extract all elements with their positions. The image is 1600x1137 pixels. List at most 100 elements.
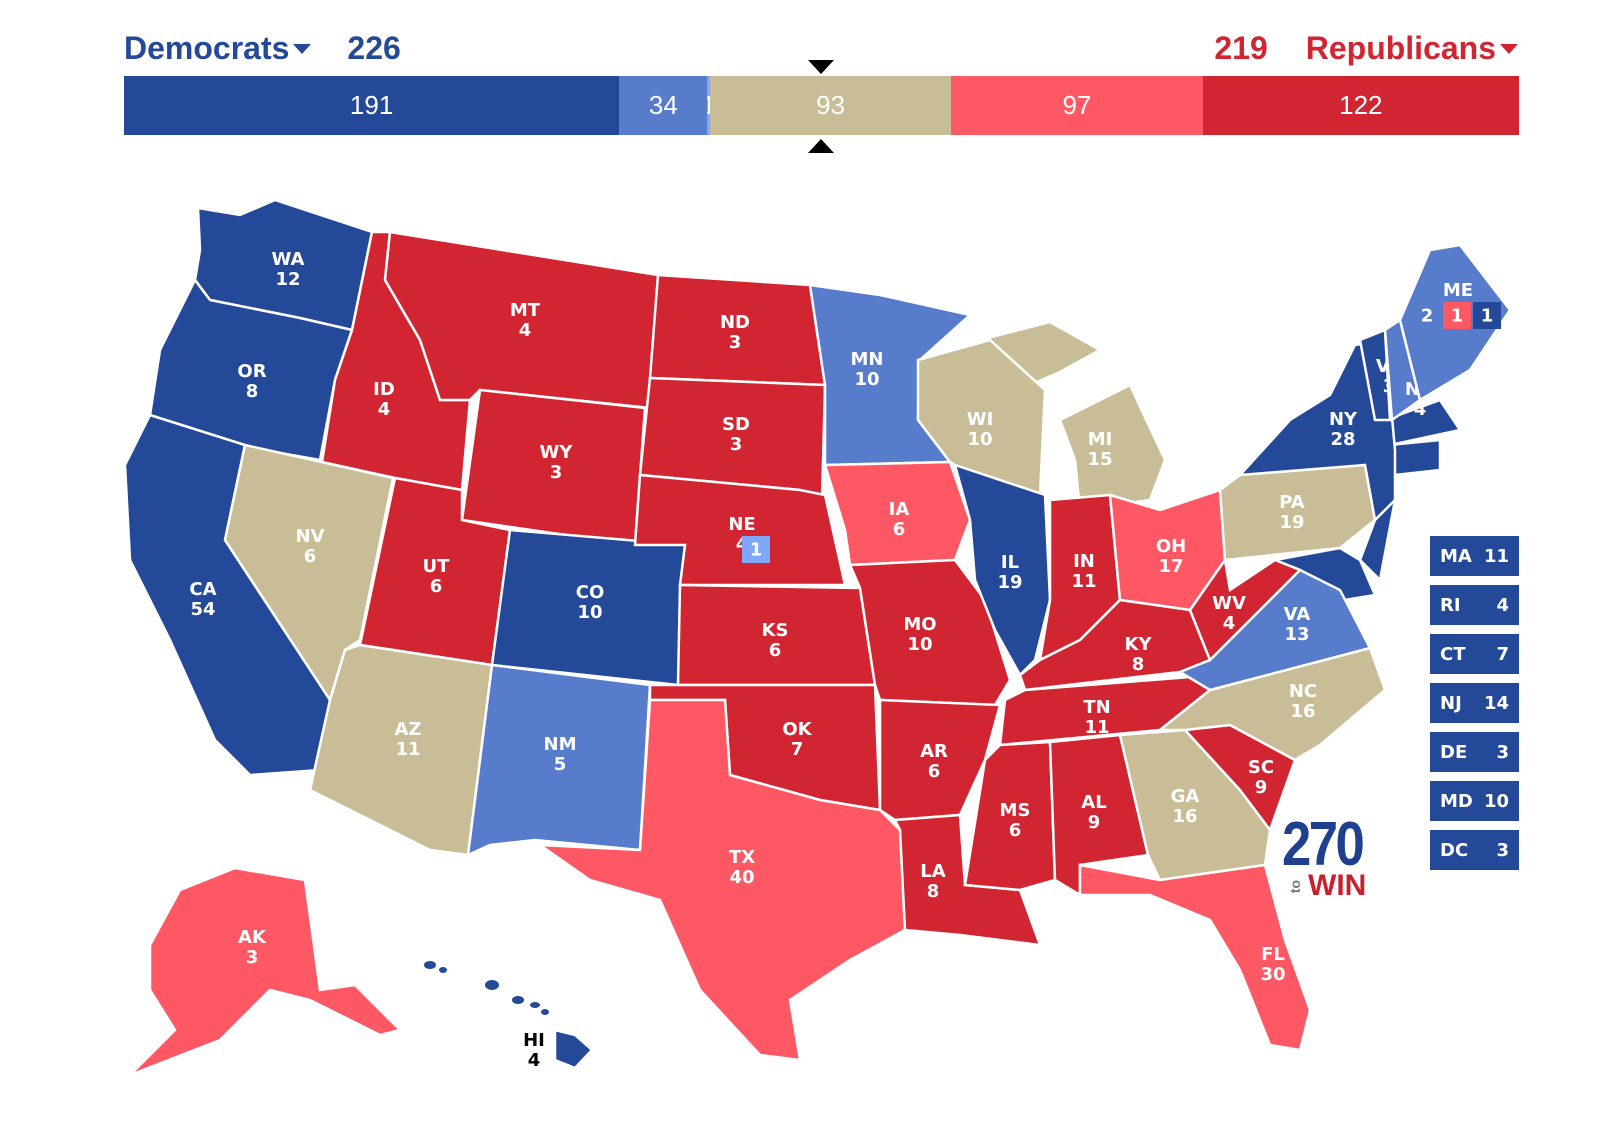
state-label-ut: UT 6 [423,556,451,597]
small-state-nj[interactable]: NJ 14 [1430,683,1519,723]
state-label-ok: OK 7 [782,719,812,760]
state-abbr: NM [544,734,577,755]
state-wv[interactable] [1188,556,1303,663]
me-district-2-label: 1 [1481,306,1494,327]
democrats-header: Democrats 226 [124,30,401,67]
small-state-ev: 4 [1496,594,1509,616]
state-label-ny: NY 28 [1329,409,1358,450]
state-ev: 4 [1223,613,1236,634]
state-abbr: SD [722,414,750,435]
state-ev: 4 [519,320,532,341]
state-label-nc: NC 16 [1289,681,1317,722]
state-ev: 19 [997,572,1022,593]
logo-win: WIN [1308,869,1367,902]
caret-down-icon [1500,43,1518,54]
state-label-sd: SD 3 [722,414,750,455]
state-ev: 15 [1087,449,1112,470]
state-abbr: IN [1073,551,1095,572]
270-marker-bottom-icon [808,139,834,153]
state-ev: 6 [1009,820,1022,841]
state-ev: 3 [729,332,742,353]
me-district-0[interactable] [1413,302,1441,329]
state-hi[interactable] [553,1028,594,1070]
270towin-logo: 270 to WIN [1282,810,1376,902]
state-label-me: ME [1443,280,1473,301]
state-label-la: LA 8 [920,861,945,902]
state-mi[interactable] [1058,383,1167,512]
republicans-header: 219 Republicans [1214,30,1518,67]
state-abbr: ID [373,379,395,400]
state-ct[interactable] [1388,438,1442,477]
democrats-dropdown[interactable]: Democrats [124,30,312,67]
state-abbr: WA [272,249,305,270]
state-ev: 28 [1330,429,1355,450]
state-label-ar: AR 6 [920,741,948,782]
state-ev: 11 [395,739,420,760]
state-ev: 3 [246,947,259,968]
small-state-dc[interactable]: DC 3 [1430,830,1519,870]
small-state-abbr: MD [1440,790,1473,812]
state-label-oh: OH 17 [1156,536,1186,577]
small-state-ev: 7 [1496,643,1509,665]
small-state-ct[interactable]: CT 7 [1430,634,1519,674]
state-label-ga: GA 16 [1171,786,1200,827]
ne-district-2[interactable] [742,536,770,563]
state-label-nv: NV 6 [296,526,325,567]
state-tx[interactable] [535,698,907,1062]
small-state-ev: 10 [1483,790,1509,812]
state-ev: 30 [1260,964,1285,985]
state-abbr: NV [296,526,325,547]
state-abbr: SC [1248,757,1274,778]
republicans-dropdown[interactable]: Republicans [1306,30,1518,67]
state-ev: 4 [528,1050,541,1071]
state-ev: 4 [378,399,391,420]
bar-segment-safe_r: 122 [1202,76,1519,135]
state-ak[interactable] [129,866,403,1077]
bar-segment-likely_d: 34 [619,76,708,135]
logo-number: 270 [1282,810,1365,879]
state-abbr: TX [729,847,755,868]
small-state-de[interactable]: DE 3 [1430,732,1519,772]
small-state-ri[interactable]: RI 4 [1430,585,1519,625]
state-fl[interactable] [1078,863,1312,1052]
state-ev: 17 [1158,556,1183,577]
bar-segment-lean_d: 1 [707,76,710,135]
republicans-total: 219 [1214,30,1268,66]
small-state-abbr: RI [1440,594,1461,616]
small-state-ev: 3 [1496,839,1509,861]
state-label-tx: TX 40 [729,847,755,888]
state-abbr: WI [967,409,994,430]
state-abbr: WY [540,442,574,463]
state-abbr: AL [1081,792,1106,813]
me-district-1[interactable] [1443,302,1471,329]
state-abbr: ME [1443,280,1473,301]
logo-to: to [1287,880,1303,894]
small-state-md[interactable]: MD 10 [1430,781,1519,821]
bar-segment-safe_d: 191 [124,76,620,135]
state-label-ky: KY 8 [1125,634,1153,675]
state-ev: 6 [430,576,443,597]
hawaii-island [541,1009,549,1015]
state-label-in: IN 11 [1071,551,1096,592]
state-ev: 4 [1414,399,1427,420]
state-ne[interactable] [633,473,847,587]
state-abbr: UT [423,556,451,577]
small-state-abbr: CT [1440,643,1466,665]
me-district-2[interactable] [1473,302,1501,329]
state-vt[interactable] [1358,328,1392,422]
state-abbr: OK [782,719,812,740]
state-abbr: PA [1279,492,1305,513]
state-ev: 9 [1255,777,1268,798]
state-la[interactable] [893,813,1042,947]
small-state-ma[interactable]: MA 11 [1430,536,1519,576]
state-label-nd: ND 3 [720,312,750,353]
state-abbr: OH [1156,536,1186,557]
state-abbr: KS [762,620,789,641]
state-label-va: VA 13 [1284,604,1311,645]
state-abbr: WV [1212,593,1246,614]
state-abbr: VA [1284,604,1311,625]
state-label-wv: WV 4 [1212,593,1246,634]
270-marker-top-icon [808,60,834,74]
state-ev: 6 [893,519,906,540]
